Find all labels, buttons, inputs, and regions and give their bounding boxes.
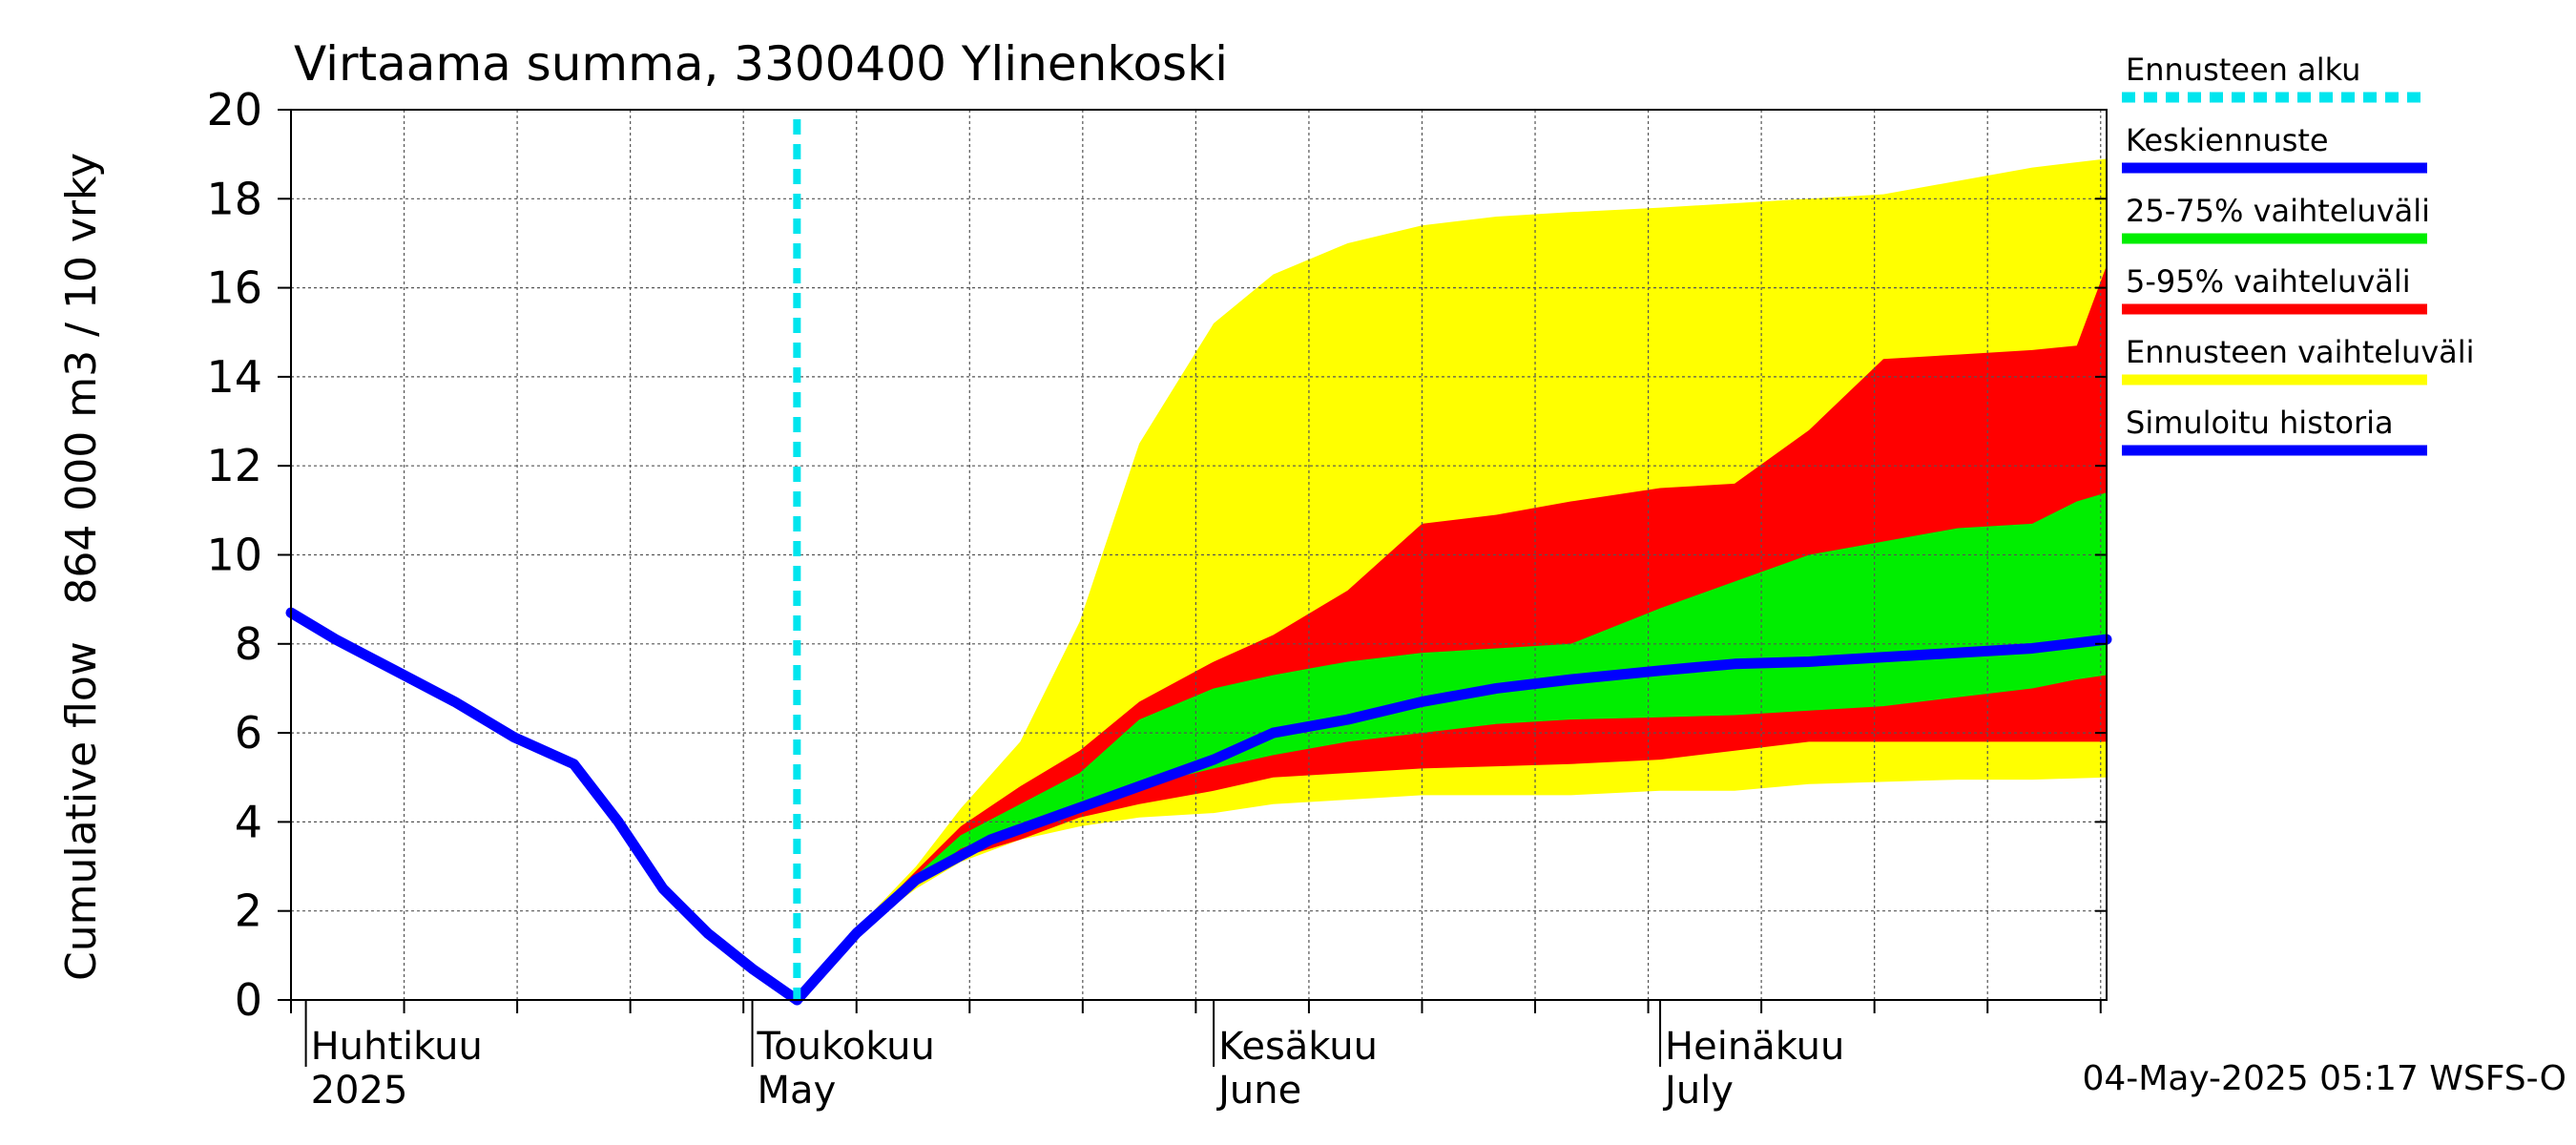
x-month-label-fi: Huhtikuu <box>311 1025 483 1069</box>
x-month-label-en: May <box>758 1069 837 1113</box>
chart-title: Virtaama summa, 3300400 Ylinenkoski <box>294 36 1228 92</box>
y-axis-label-units: 864 000 m3 / 10 vrky <box>57 153 106 605</box>
legend-label: 5-95% vaihteluväli <box>2126 263 2411 300</box>
legend-label: Ennusteen vaihteluväli <box>2126 334 2475 370</box>
line-keskiennuste <box>791 634 2112 1006</box>
y-tick-label: 14 <box>206 351 262 403</box>
legend-label: Keskiennuste <box>2126 122 2329 158</box>
y-tick-label: 16 <box>206 262 262 314</box>
y-tick-label: 8 <box>235 618 262 670</box>
band-5-95-vaihteluv-li <box>797 265 2107 1000</box>
plot-area <box>285 109 2112 1006</box>
x-month-label-fi: Toukokuu <box>757 1025 935 1069</box>
x-month-label-fi: Kesäkuu <box>1218 1025 1378 1069</box>
line-simuloitu-historia <box>285 607 802 1006</box>
y-tick-label: 18 <box>206 173 262 224</box>
timestamp-footer: 04-May-2025 05:17 WSFS-O <box>2082 1059 2566 1098</box>
legend-label: 25-75% vaihteluväli <box>2126 193 2430 229</box>
y-axis-label: 864 000 m3 / 10 vrky Cumulative flow <box>57 153 106 981</box>
x-month-label-fi: Heinäkuu <box>1665 1025 1844 1069</box>
y-tick-label: 10 <box>206 530 262 581</box>
y-tick-label: 20 <box>206 84 262 135</box>
band-25-75-vaihteluv-li <box>797 492 2107 1000</box>
y-tick-label: 0 <box>235 974 262 1026</box>
x-month-label-en: July <box>1662 1069 1734 1113</box>
y-tick-label: 12 <box>206 440 262 491</box>
legend-label: Simuloitu historia <box>2126 405 2394 441</box>
x-month-label-en: 2025 <box>311 1069 408 1113</box>
y-tick-label: 2 <box>235 885 262 937</box>
legend: Ennusteen alku Keskiennuste 25-75% vaihtel… <box>2122 52 2475 456</box>
x-month-label-en: June <box>1215 1069 1301 1113</box>
y-tick-label: 6 <box>235 707 262 759</box>
y-axis-label-name: Cumulative flow <box>57 641 106 981</box>
y-tick-label: 4 <box>235 796 262 847</box>
legend-label: Ennusteen alku <box>2126 52 2360 88</box>
